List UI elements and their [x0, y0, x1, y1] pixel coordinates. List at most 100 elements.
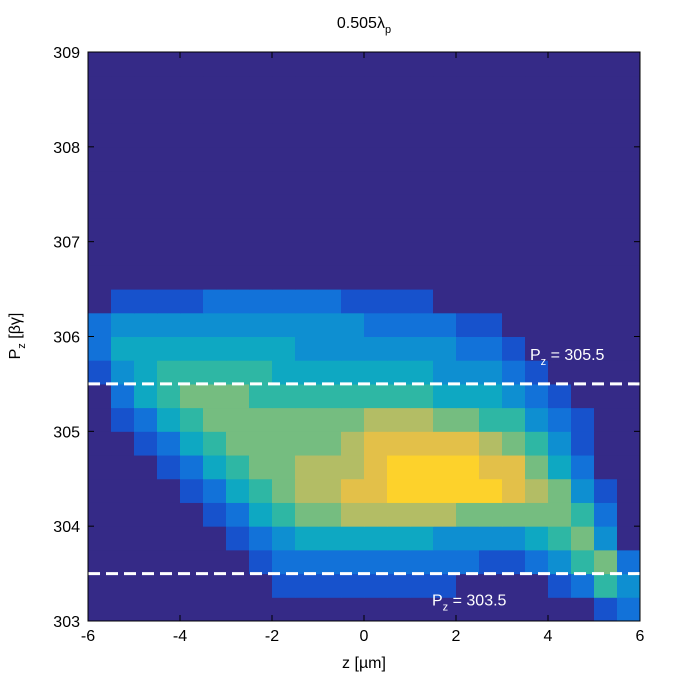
heatmap-cell — [295, 502, 319, 527]
heatmap-cell — [548, 123, 572, 148]
heatmap-cell — [272, 336, 296, 361]
heatmap-cell — [364, 217, 388, 243]
heatmap-cell — [571, 289, 595, 314]
heatmap-cell — [387, 312, 411, 337]
heatmap-cell — [157, 75, 181, 100]
heatmap-cell — [272, 502, 296, 527]
heatmap-cell — [548, 455, 572, 480]
heatmap-cell — [525, 99, 549, 124]
heatmap-cell — [295, 194, 319, 219]
heatmap-cell — [502, 194, 526, 219]
annotation-suffix: = 303.5 — [448, 593, 506, 610]
heatmap-cell — [88, 549, 112, 575]
heatmap-cell — [249, 123, 273, 148]
heatmap-cell — [318, 431, 342, 456]
heatmap-cell — [341, 431, 365, 456]
heatmap-cell — [226, 170, 250, 195]
heatmap-cell — [203, 360, 227, 385]
heatmap-cell — [226, 383, 250, 409]
heatmap-cell — [410, 407, 434, 432]
heatmap-cell — [134, 455, 158, 480]
heatmap-cell — [456, 407, 480, 432]
heatmap-cell — [479, 383, 503, 409]
heatmap-cell — [571, 123, 595, 148]
heatmap-cell — [387, 123, 411, 148]
heatmap-cell — [456, 52, 480, 77]
heatmap-cell — [88, 194, 112, 219]
heatmap-cell — [433, 360, 457, 385]
heatmap-cell — [410, 336, 434, 361]
heatmap-cell — [571, 265, 595, 290]
heatmap-cell — [571, 549, 595, 575]
annotation-label: Pz = 303.5 — [432, 593, 507, 614]
heatmap-cell — [479, 336, 503, 361]
heatmap-cell — [134, 526, 158, 551]
heatmap-cell — [88, 336, 112, 361]
heatmap-cell — [502, 265, 526, 290]
heatmap-cell — [525, 478, 549, 503]
heatmap-cell — [88, 407, 112, 432]
heatmap-cell — [364, 289, 388, 314]
heatmap-cell — [571, 573, 595, 598]
y-tick-label: 305 — [53, 424, 80, 441]
heatmap-cell — [111, 170, 135, 195]
heatmap-cell — [387, 455, 411, 480]
heatmap-cell — [456, 360, 480, 385]
heatmap-cell — [157, 549, 181, 575]
heatmap-cell — [571, 170, 595, 195]
heatmap-cell — [571, 526, 595, 551]
heatmap-cell — [249, 217, 273, 243]
heatmap-cell — [272, 75, 296, 100]
heatmap-cell — [341, 407, 365, 432]
heatmap-cell — [295, 123, 319, 148]
heatmap-cell — [548, 549, 572, 575]
heatmap-cell — [387, 526, 411, 551]
heatmap-cell — [341, 194, 365, 219]
heatmap-cell — [387, 289, 411, 314]
heatmap-cell — [341, 146, 365, 172]
heatmap-cell — [203, 407, 227, 432]
heatmap-cell — [479, 597, 503, 622]
heatmap-cell — [364, 360, 388, 385]
heatmap-cell — [157, 360, 181, 385]
heatmap-cell — [249, 241, 273, 266]
heatmap-cell — [479, 99, 503, 124]
x-tick-label: -4 — [173, 628, 187, 645]
heatmap-cell — [548, 336, 572, 361]
heatmap-cell — [157, 52, 181, 77]
heatmap-cell — [318, 312, 342, 337]
heatmap-cell — [318, 146, 342, 172]
heatmap-cell — [180, 123, 204, 148]
heatmap-cell — [318, 52, 342, 77]
heatmap-cell — [433, 217, 457, 243]
heatmap-cell — [249, 597, 273, 622]
heatmap-cell — [594, 194, 618, 219]
heatmap-cell — [180, 52, 204, 77]
heatmap-cell — [157, 431, 181, 456]
heatmap-cell — [134, 573, 158, 598]
heatmap-cell — [364, 265, 388, 290]
heatmap-cell — [226, 99, 250, 124]
heatmap-cell — [226, 407, 250, 432]
annotation-main: P — [530, 347, 541, 364]
heatmap-cell — [571, 217, 595, 243]
heatmap-cell — [111, 573, 135, 598]
heatmap-cell — [249, 573, 273, 598]
heatmap-cell — [410, 241, 434, 266]
heatmap-cell — [525, 170, 549, 195]
heatmap-cell — [249, 170, 273, 195]
heatmap-cell — [525, 194, 549, 219]
heatmap-cell — [456, 99, 480, 124]
heatmap-cell — [111, 289, 135, 314]
heatmap-cell — [295, 431, 319, 456]
heatmap-cell — [203, 217, 227, 243]
heatmap-cell — [594, 265, 618, 290]
heatmap-cell — [571, 312, 595, 337]
heatmap-cell — [410, 455, 434, 480]
heatmap-cell — [249, 431, 273, 456]
heatmap-cell — [203, 52, 227, 77]
heatmap-cell — [249, 549, 273, 575]
heatmap-cell — [226, 265, 250, 290]
heatmap-cell — [134, 241, 158, 266]
heatmap-cell — [525, 502, 549, 527]
